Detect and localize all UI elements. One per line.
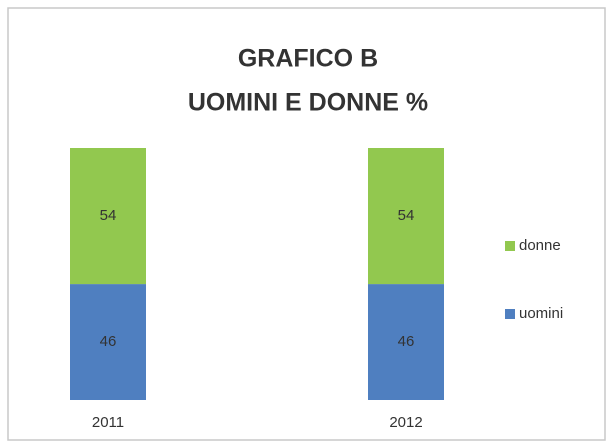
bar-segment xyxy=(368,148,444,285)
bar-segment xyxy=(70,148,146,285)
data-label: 46 xyxy=(100,333,117,350)
data-label: 54 xyxy=(398,207,415,224)
x-tick-label: 2011 xyxy=(92,414,124,431)
chart-title: GRAFICO B xyxy=(238,45,378,73)
legend-label: donne xyxy=(519,237,561,254)
data-label: 54 xyxy=(100,207,117,224)
bar-segment xyxy=(368,284,444,400)
chart-title: UOMINI E DONNE % xyxy=(188,89,428,117)
bar-segment xyxy=(70,284,146,400)
legend-swatch xyxy=(505,241,515,251)
x-tick-label: 2012 xyxy=(389,414,422,431)
legend-label: uomini xyxy=(519,305,563,322)
data-label: 46 xyxy=(398,333,415,350)
legend-swatch xyxy=(505,309,515,319)
